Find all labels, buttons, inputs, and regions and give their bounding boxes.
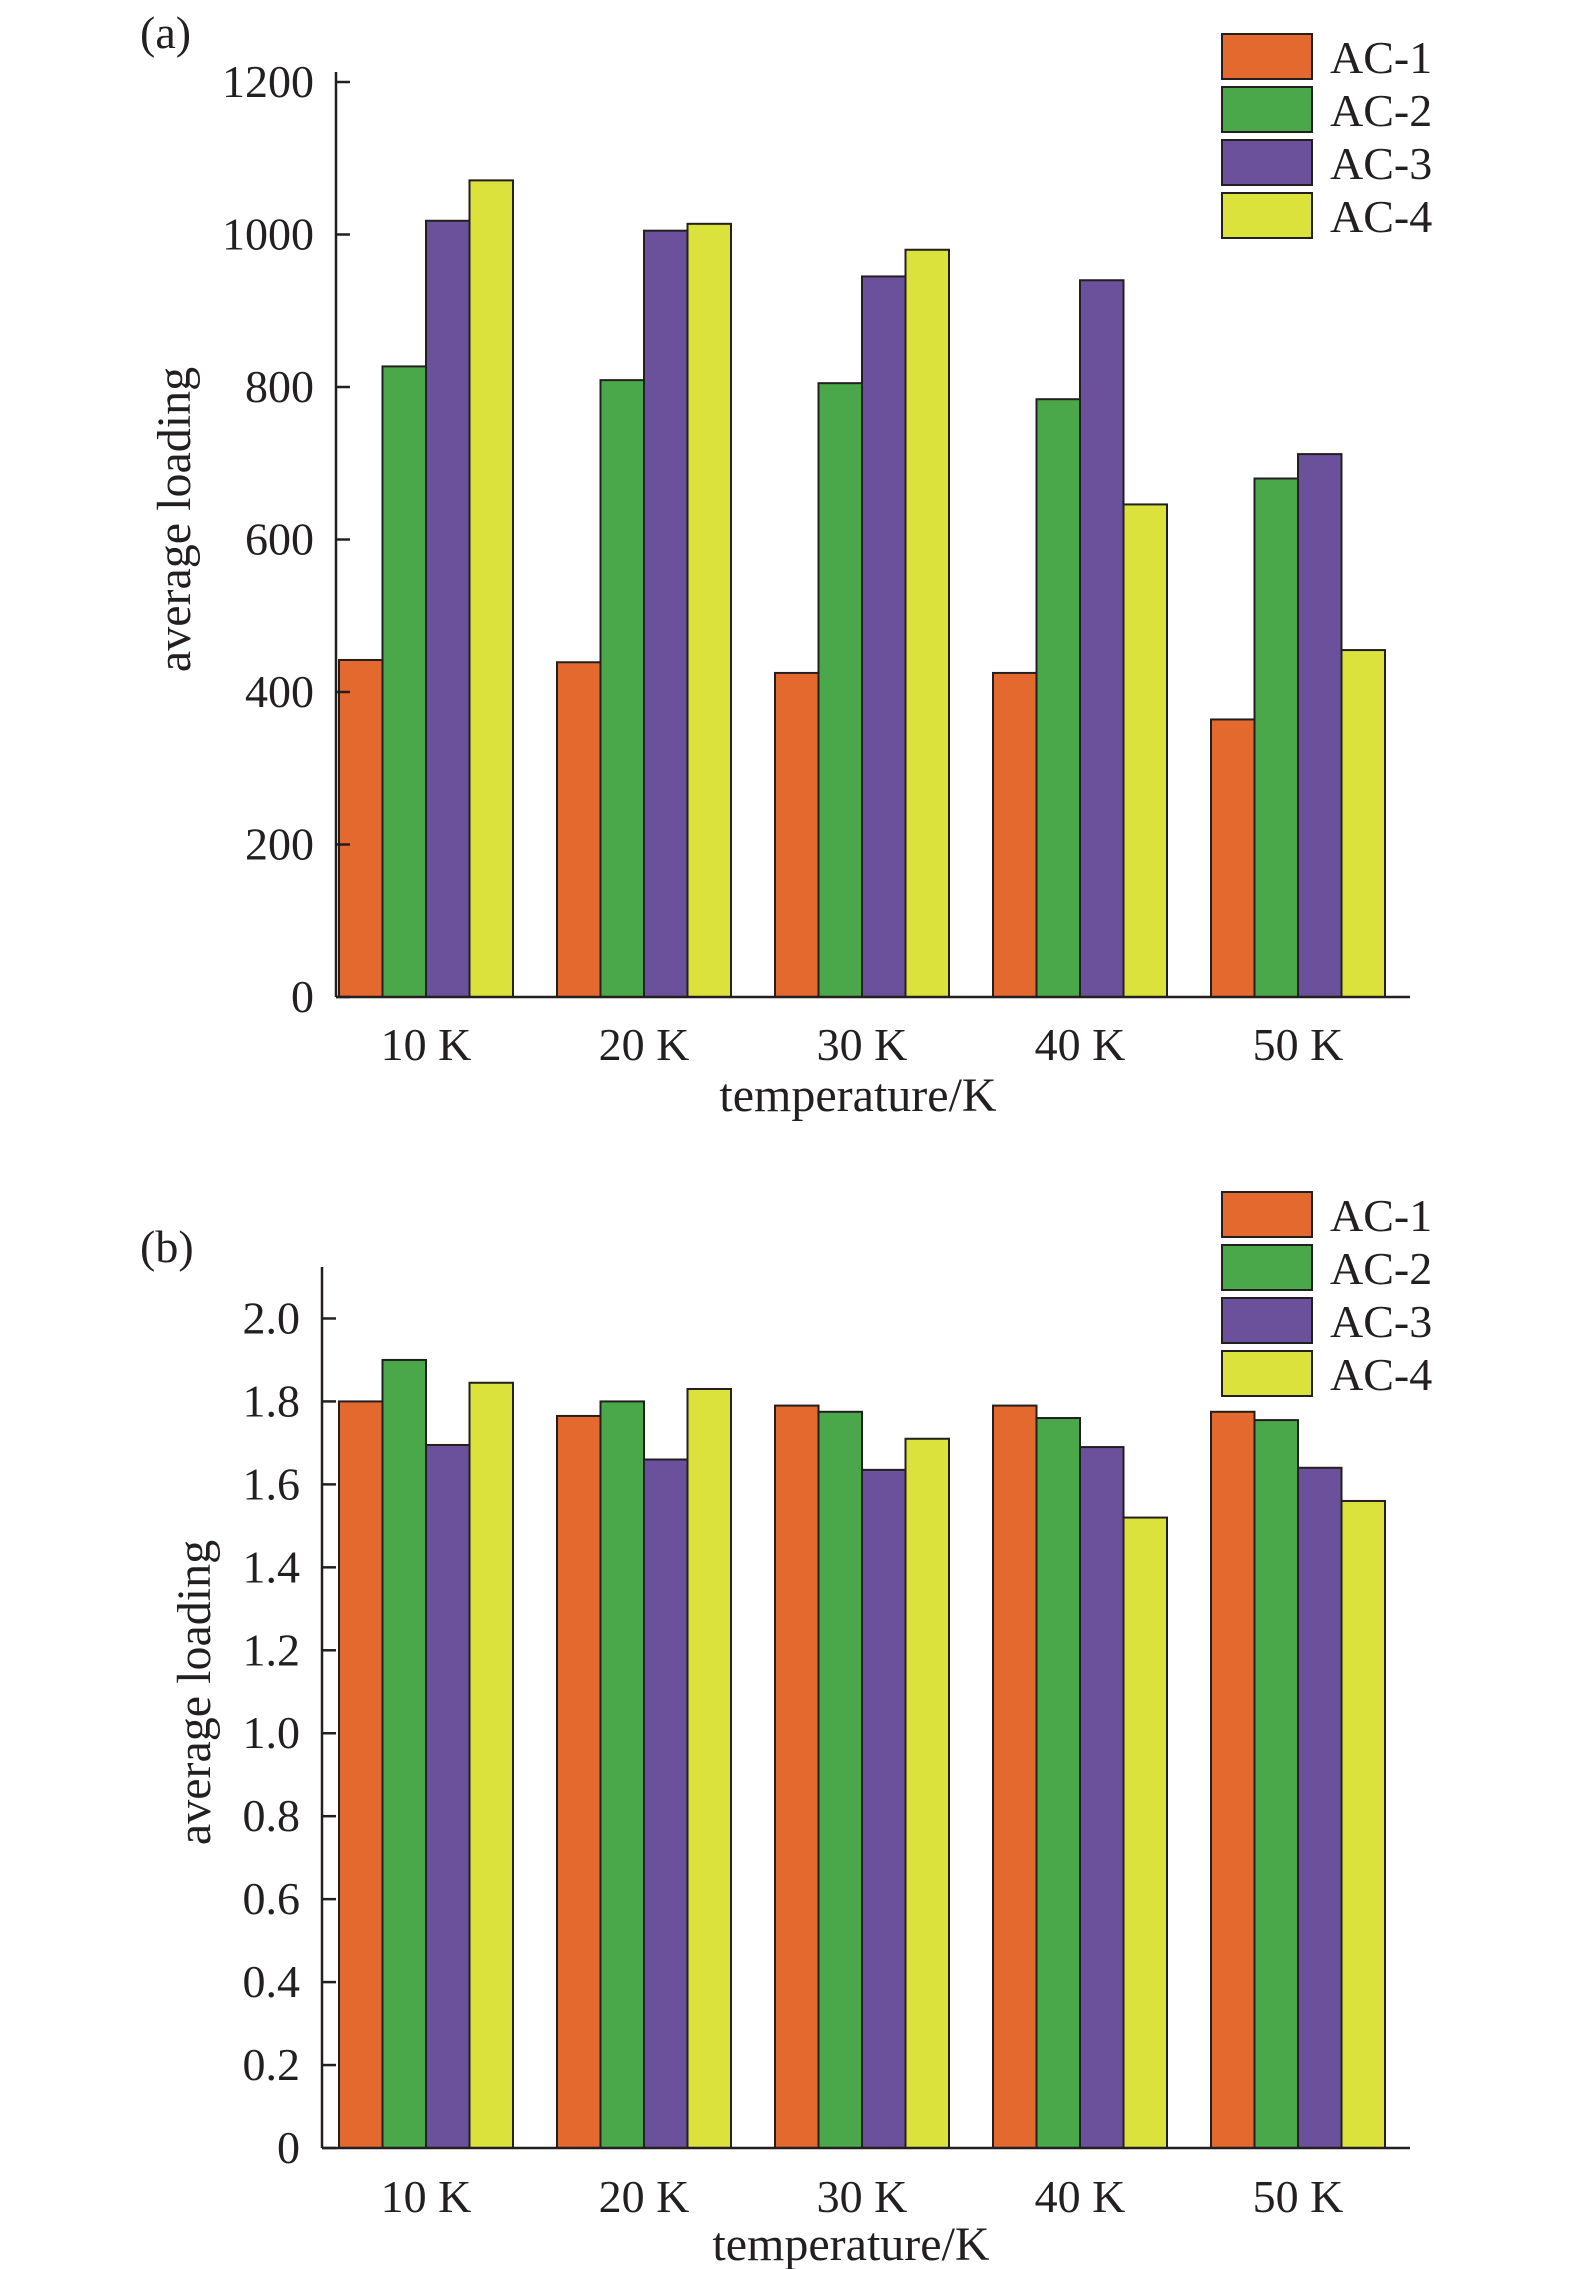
bar-ac-1-50k [1210,718,1256,998]
bar-ac-4-20k [686,1387,732,2149]
bar-ac-1-40k [992,671,1038,998]
x-axis-title: temperature/K [712,2218,990,2269]
panel-label: (a) [140,7,191,58]
bar-ac-1-30k [774,671,820,998]
legend-label-ac-1: AC-1 [1330,32,1432,83]
chart-panel-b: 0 0.2 0.4 0.6 0.8 1.0 1.2 1.4 1.6 1.8 2.0 10 K 20 K 3… [140,1190,1432,2269]
x-tick-label: 10 K [381,2171,472,2222]
legend-swatch-ac-3 [1221,139,1313,186]
legend-swatch-ac-1 [1221,1191,1313,1238]
bar-ac-3-10k [425,1443,471,2149]
legend-swatch-ac-4 [1221,1350,1313,1397]
y-tick-label: 1200 [222,56,314,107]
bar-ac-3-10k [425,219,471,998]
y-tick-label: 1.4 [243,1541,301,1592]
legend-label-ac-3: AC-3 [1330,1296,1432,1347]
bar-ac-3-40k [1079,279,1125,998]
y-tick-label: 400 [245,666,314,717]
bar-ac-1-20k [556,661,602,998]
bar-ac-4-50k [1340,1499,1386,2149]
y-tick-label: 1.2 [243,1624,301,1675]
x-tick-label: 10 K [381,1019,472,1070]
bar-ac-2-10k [381,365,427,999]
bar-ac-2-20k [599,379,645,998]
y-tick-label: 600 [245,514,314,565]
bar-ac-4-10k [468,1381,514,2149]
legend-label-ac-4: AC-4 [1330,1349,1432,1400]
legend-label-ac-3: AC-3 [1330,138,1432,189]
bar-ac-1-10k [338,1400,384,2149]
y-tick-label: 0.6 [243,1873,301,1924]
legend: AC-1AC-2AC-3AC-4 [1221,32,1432,242]
x-tick-label: 30 K [817,2171,908,2222]
legend: AC-1AC-2AC-3AC-4 [1221,1190,1432,1400]
x-tick-label: 50 K [1253,2171,1344,2222]
bar-ac-4-30k [904,248,950,998]
y-tick-label: 2.0 [243,1292,301,1343]
bar-ac-4-40k [1122,503,1168,998]
bar-ac-3-50k [1297,453,1343,999]
x-tick-label: 40 K [1035,1019,1126,1070]
y-tick-label: 1.8 [243,1375,301,1426]
x-tick-label: 20 K [599,1019,690,1070]
bar-ac-3-30k [861,1468,907,2149]
panel-label: (b) [140,1221,194,1272]
legend-label-ac-2: AC-2 [1330,1243,1432,1294]
bar-ac-4-20k [686,222,732,998]
y-tick-label: 1000 [222,209,314,260]
y-tick-label: 200 [245,819,314,870]
y-tick-label: 1.6 [243,1458,301,1509]
legend-label-ac-1: AC-1 [1330,1190,1432,1241]
x-axis-title: temperature/K [719,1069,997,1122]
bar-ac-1-50k [1210,1410,1256,2149]
bar-ac-2-50k [1253,477,1299,998]
bar-ac-3-20k [643,229,689,998]
bar-ac-4-10k [468,179,514,999]
y-tick-label: 0.2 [243,2039,301,2090]
y-axis-title: average loading [168,1540,221,1845]
bar-ac-3-30k [861,275,907,998]
y-tick-label: 800 [245,361,314,412]
bar-ac-1-20k [556,1414,602,2149]
bar-ac-2-30k [817,1410,863,2149]
legend-swatch-ac-3 [1221,1297,1313,1344]
bar-ac-3-40k [1079,1446,1125,2149]
y-tick-label: 1.0 [243,1707,301,1758]
bar-ac-1-30k [774,1404,820,2149]
x-tick-label: 20 K [599,2171,690,2222]
bar-ac-1-10k [338,658,384,998]
x-tick-label: 40 K [1035,2171,1126,2222]
y-tick-label: 0.4 [243,1956,301,2007]
bar-ac-4-40k [1122,1516,1168,2149]
legend-swatch-ac-2 [1221,1244,1313,1291]
x-tick-label: 30 K [817,1019,908,1070]
bar-ac-4-50k [1340,649,1386,998]
y-axis-title: average loading [148,367,201,672]
bar-ac-2-30k [817,382,863,998]
y-tick-label: 0 [291,971,314,1022]
legend-swatch-ac-1 [1221,33,1313,80]
bar-ac-2-20k [599,1400,645,2149]
x-tick-label: 50 K [1253,1019,1344,1070]
legend-label-ac-4: AC-4 [1330,191,1432,242]
y-tick-label: 0.8 [243,1790,301,1841]
legend-swatch-ac-2 [1221,86,1313,133]
bar-ac-3-20k [643,1458,689,2149]
bar-ac-2-40k [1035,1417,1081,2149]
bar-ac-1-40k [992,1404,1038,2149]
bar-ac-2-40k [1035,398,1081,998]
bar-ac-4-30k [904,1437,950,2150]
y-tick-label: 0 [277,2122,300,2173]
bar-ac-3-50k [1297,1466,1343,2150]
legend-label-ac-2: AC-2 [1330,85,1432,136]
bar-ac-2-50k [1253,1419,1299,2150]
legend-swatch-ac-4 [1221,192,1313,239]
chart-panel-a: 0 200 400 600 800 1000 1200 10 K 20 K 30 K 40 K 50 … [140,7,1432,1122]
bar-ac-2-10k [381,1358,427,2149]
